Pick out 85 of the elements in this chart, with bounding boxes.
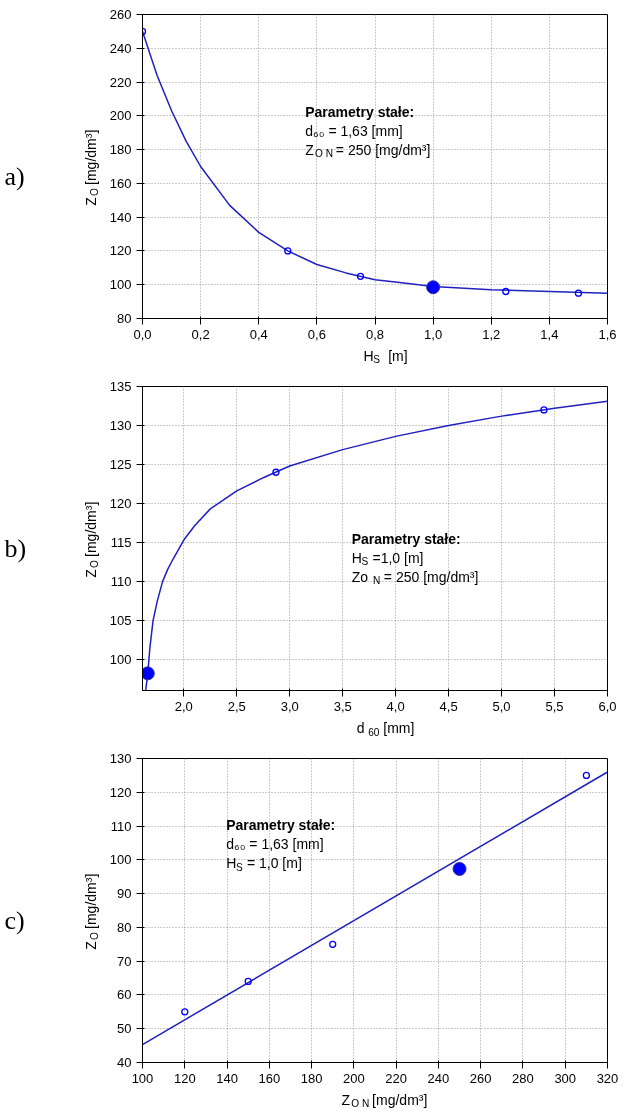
x-tick-label: 320 — [596, 1070, 619, 1086]
y-tick-label: 60 — [117, 987, 132, 1003]
x-tick-label: 0,8 — [365, 326, 385, 342]
point — [284, 247, 292, 255]
annotation: Zo N = 250 [mg/dm³] — [351, 568, 479, 587]
y-tick-label: 240 — [109, 40, 132, 56]
annotation: Parametry stałe: — [226, 817, 336, 834]
y-tick-label: 100 — [109, 852, 132, 868]
y-tick-label: 260 — [109, 7, 132, 22]
y-tick-label: 80 — [117, 919, 132, 935]
y-tick-label: 120 — [109, 495, 132, 511]
point — [574, 289, 583, 297]
x-tick-label: 1,6 — [598, 326, 617, 342]
point — [582, 771, 591, 780]
point — [181, 1008, 189, 1016]
y-tick-label: 50 — [117, 1021, 132, 1037]
text: b) — [4, 534, 27, 563]
annotation: d₆₀ = 1,63 [mm] — [226, 836, 324, 853]
x-tick-label: 1,2 — [482, 326, 501, 342]
y-tick-label: 110 — [110, 818, 132, 834]
x-tick-label: 0,6 — [307, 326, 326, 342]
x-tick-label: 180 — [300, 1070, 323, 1086]
y-tick-label: 130 — [109, 417, 132, 433]
x-tick-label: 1,0 — [424, 326, 443, 342]
x-tick-label: 280 — [512, 1070, 534, 1086]
x-tick-label: 4,0 — [386, 698, 405, 714]
x-tick-label: 0,2 — [191, 326, 210, 342]
x-tick-label: 140 — [216, 1070, 238, 1086]
x-tick-label: 3,5 — [333, 698, 352, 714]
x-tick-label: 0,4 — [249, 326, 268, 342]
text: c) — [4, 906, 25, 935]
x-tick-label: 6,0 — [598, 698, 617, 714]
x-tick-label: 2,0 — [174, 698, 193, 714]
y-axis-title: ZO [mg/dm³] — [82, 501, 101, 578]
x-tick-label: 3,0 — [280, 698, 299, 714]
annotation: Parametry stałe: — [351, 530, 461, 547]
x-tick-label: 200 — [343, 1070, 365, 1086]
x-tick-label: 2,5 — [227, 698, 246, 714]
x-tick-label: 160 — [258, 1070, 281, 1086]
x-tick-label: 300 — [554, 1070, 577, 1086]
point — [244, 977, 252, 986]
x-tick-label: 100 — [131, 1070, 154, 1086]
x-tick-label: 220 — [385, 1070, 407, 1086]
y-tick-label: 80 — [117, 311, 132, 326]
point — [502, 287, 510, 296]
y-axis-title: ZO [mg/dm³] — [82, 129, 101, 206]
y-tick-label: 90 — [117, 886, 132, 902]
y-tick-label: 110 — [110, 573, 132, 589]
y-tick-label: 120 — [109, 243, 132, 259]
x-tick-label: 5,0 — [492, 698, 511, 714]
x-tick-label: 260 — [469, 1070, 492, 1086]
x-tick-label: 120 — [173, 1070, 196, 1086]
y-tick-label: 70 — [117, 953, 132, 969]
y-tick-label: 160 — [109, 175, 132, 191]
y-tick-label: 125 — [109, 456, 132, 472]
y-tick-label: 120 — [109, 784, 132, 800]
x-tick-label: 4,5 — [439, 698, 458, 714]
x-tick-label: 0,0 — [133, 326, 152, 342]
y-tick-label: 115 — [110, 534, 132, 550]
point — [142, 666, 155, 681]
x-axis-title: d 60 [mm] — [356, 719, 415, 738]
y-tick-label: 40 — [117, 1055, 132, 1070]
y-tick-label: 100 — [109, 277, 132, 293]
point — [272, 468, 280, 476]
x-tick-label: 1,4 — [540, 326, 559, 342]
x-tick-label: 5,5 — [545, 698, 564, 714]
annotation: Parametry stałe: — [305, 103, 415, 120]
point — [540, 406, 548, 414]
y-tick-label: 105 — [109, 612, 132, 628]
y-tick-label: 130 — [109, 751, 132, 766]
y-tick-label: 140 — [109, 209, 132, 225]
y-tick-label: 100 — [109, 651, 132, 667]
x-tick-label: 240 — [427, 1070, 450, 1086]
y-tick-label: 220 — [109, 74, 132, 90]
annotation: d₆₀ = 1,63 [mm] — [305, 122, 403, 139]
text: a) — [4, 162, 25, 191]
y-axis-title: ZO [mg/dm³] — [82, 873, 101, 950]
y-tick-label: 135 — [109, 379, 132, 394]
point — [426, 280, 441, 295]
line-series — [142, 30, 608, 294]
y-tick-label: 180 — [109, 142, 132, 158]
point — [356, 272, 365, 280]
y-tick-label: 200 — [109, 108, 132, 124]
point — [452, 861, 467, 876]
point — [329, 940, 337, 948]
